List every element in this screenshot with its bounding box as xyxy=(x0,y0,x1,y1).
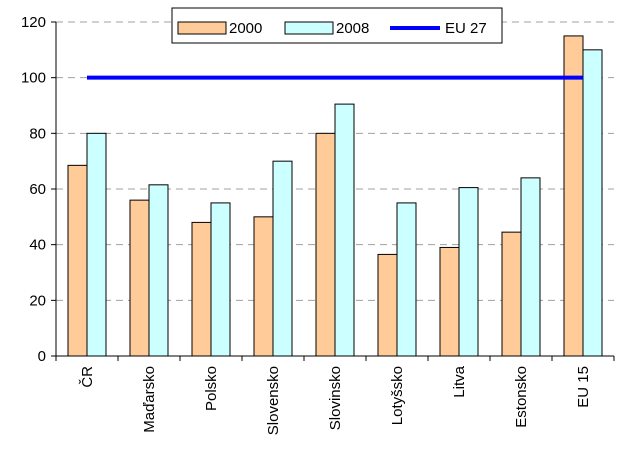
y-tick-label: 40 xyxy=(29,237,46,254)
bar-2000-6 xyxy=(439,246,460,357)
bar-2000-4 xyxy=(315,132,336,357)
category-label: Litva xyxy=(451,365,468,397)
bars xyxy=(67,35,603,357)
bar-2008-6 xyxy=(458,187,479,357)
bar-2008-3 xyxy=(272,160,293,357)
legend: 2000 2008 EU 27 xyxy=(171,7,503,44)
bar-2008-2 xyxy=(210,202,231,357)
legend-label-2000: 2000 xyxy=(229,20,262,37)
bar-2000-5 xyxy=(377,253,398,357)
bar-2000-2 xyxy=(191,221,212,357)
bar-2008-1 xyxy=(148,184,169,357)
bar-2008-5 xyxy=(396,202,417,357)
category-label: Lotyšsko xyxy=(389,366,406,425)
legend-label-2008: 2008 xyxy=(336,20,369,37)
bar-2008-4 xyxy=(334,103,355,357)
y-tick-label: 60 xyxy=(29,181,46,198)
legend-swatch-2000 xyxy=(177,21,227,35)
category-label: Maďarsko xyxy=(141,366,158,433)
bar-2000-1 xyxy=(129,199,150,357)
category-label: Estonsko xyxy=(513,366,530,428)
bar-2008-0 xyxy=(86,132,107,357)
legend-label-eu27: EU 27 xyxy=(445,20,487,37)
y-tick-label: 0 xyxy=(38,348,46,365)
category-label: ČR xyxy=(79,366,96,388)
category-labels: ČR Maďarsko Polsko Slovensko Slovinsko Lotyšs… xyxy=(79,365,592,435)
bar-2008-8 xyxy=(582,49,603,357)
legend-swatch-2008 xyxy=(284,21,334,35)
axes xyxy=(51,21,615,361)
legend-box xyxy=(171,7,503,44)
y-tick-label: 20 xyxy=(29,292,46,309)
bar-2000-8 xyxy=(563,35,584,357)
bar-2000-0 xyxy=(67,164,88,357)
y-tick-labels: 0 20 40 60 80 100 120 xyxy=(21,14,46,365)
bar-2000-7 xyxy=(501,231,522,357)
bar-2000-3 xyxy=(253,216,274,357)
y-tick-label: 120 xyxy=(21,14,46,31)
y-tick-label: 80 xyxy=(29,125,46,142)
bar-2008-7 xyxy=(520,177,541,357)
category-label: Slovensko xyxy=(265,366,282,435)
y-tick-label: 100 xyxy=(21,70,46,87)
category-label: Polsko xyxy=(203,366,220,411)
category-label: Slovinsko xyxy=(327,366,344,430)
category-label: EU 15 xyxy=(575,366,592,408)
